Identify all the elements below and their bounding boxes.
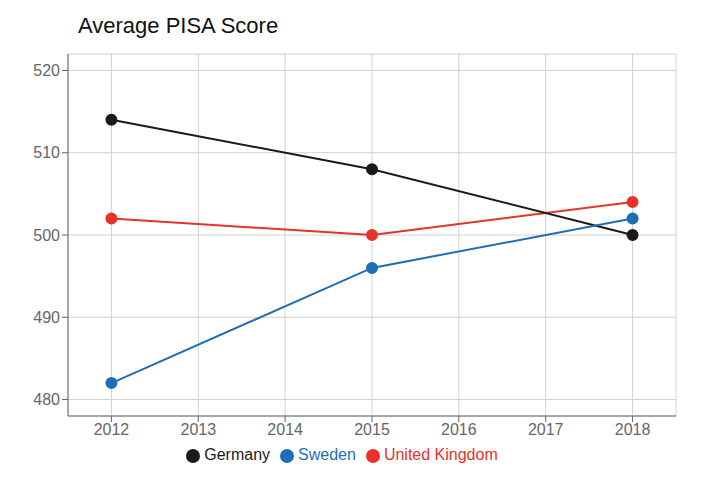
svg-text:2013: 2013 — [180, 421, 216, 438]
html-text:Sweden: Sweden — [298, 446, 356, 463]
svg-text:510: 510 — [33, 144, 60, 161]
svg-text:520: 520 — [33, 62, 60, 79]
html-text:Average PISA Score: Average PISA Score — [78, 13, 279, 38]
svg-text:490: 490 — [33, 309, 60, 326]
svg-text:480: 480 — [33, 391, 60, 408]
svg-text:2014: 2014 — [267, 421, 303, 438]
svg-text:2018: 2018 — [615, 421, 651, 438]
html-text:United Kingdom: United Kingdom — [383, 446, 498, 463]
html-text:Germany: Germany — [204, 446, 271, 463]
svg-text:2015: 2015 — [354, 421, 390, 438]
svg-text:2012: 2012 — [94, 421, 130, 438]
svg-text:2016: 2016 — [441, 421, 477, 438]
svg-text:500: 500 — [33, 227, 60, 244]
svg-text:2017: 2017 — [528, 421, 564, 438]
